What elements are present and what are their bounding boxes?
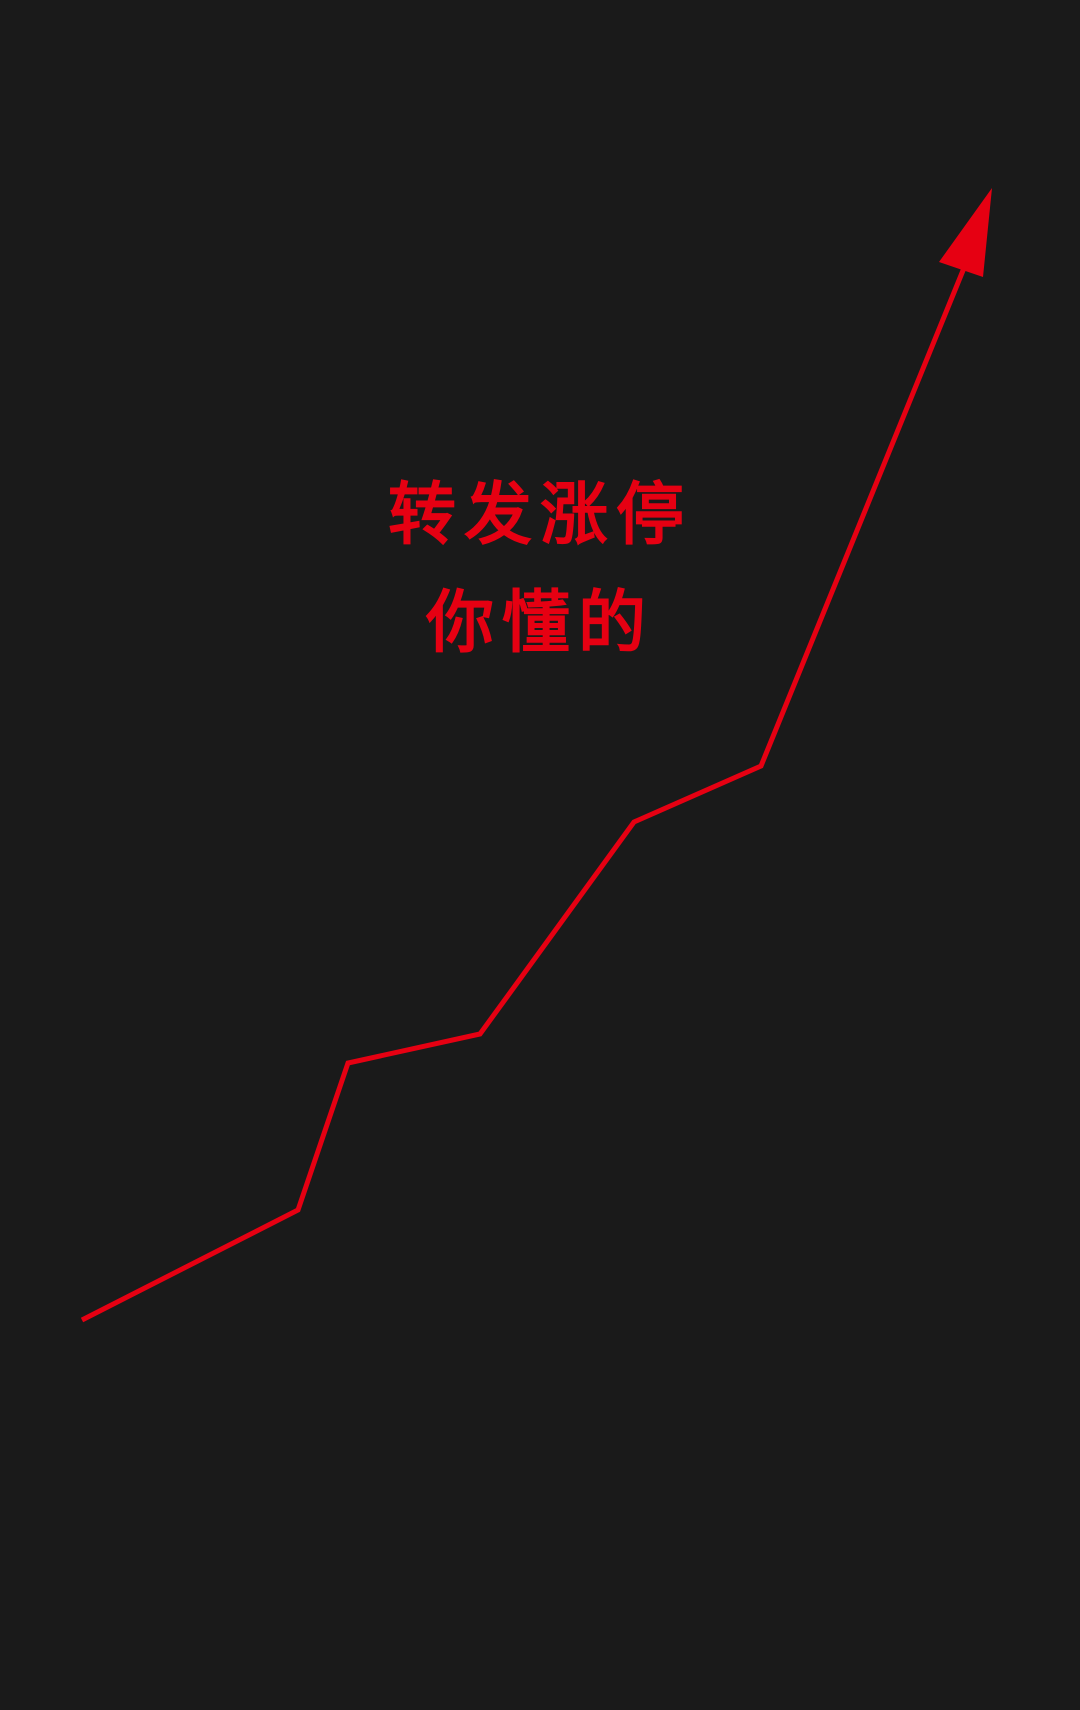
caption-line-1: 转发涨停	[387, 476, 692, 555]
caption-line-2: 你懂的	[425, 584, 654, 663]
rising-trend-line	[80, 267, 967, 1323]
arrow-head	[939, 188, 992, 277]
